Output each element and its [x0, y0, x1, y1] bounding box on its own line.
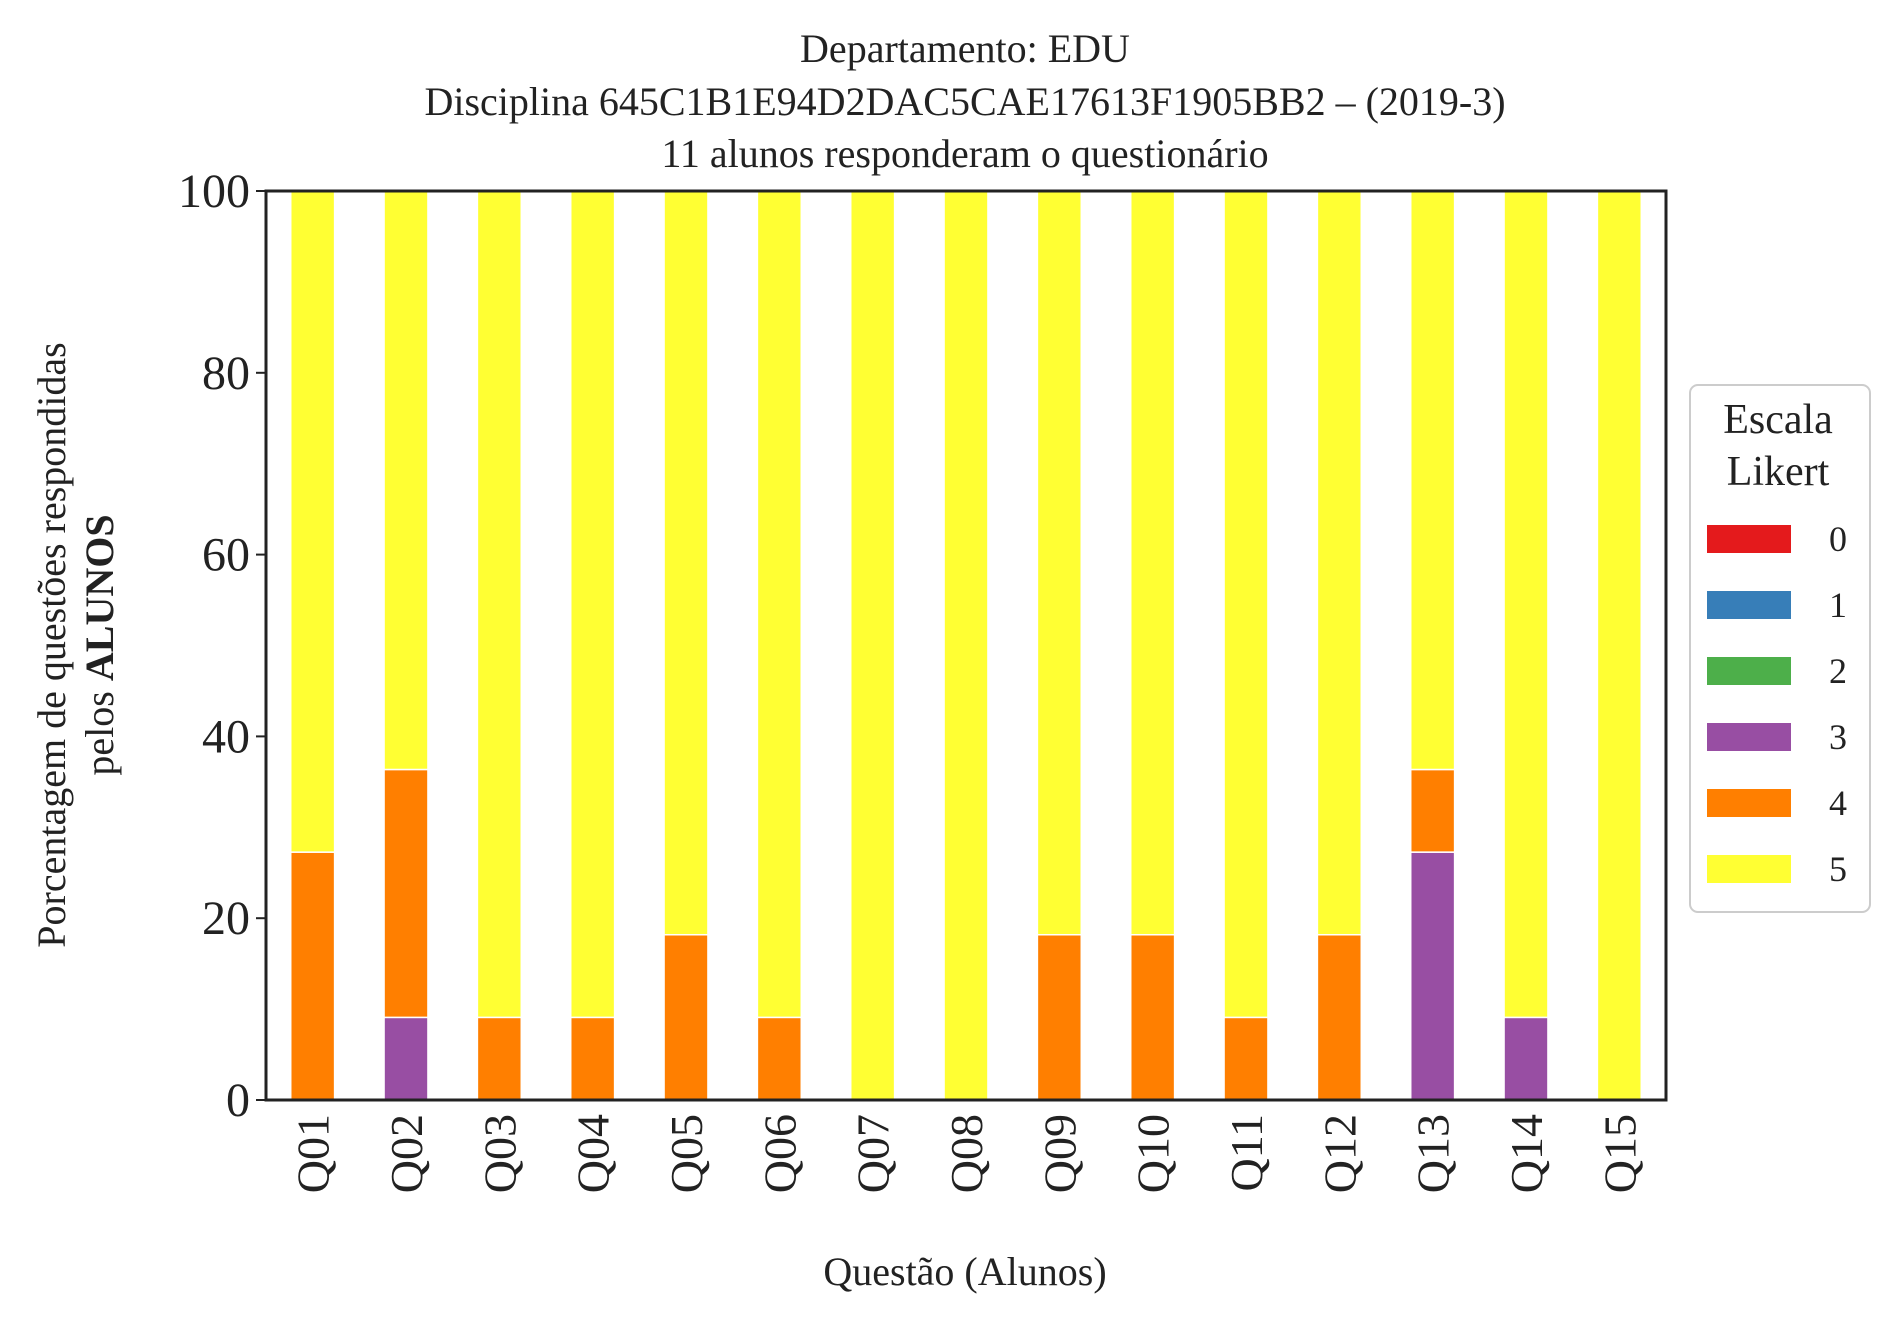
bar-q10-likert-4	[1129, 933, 1176, 1101]
legend-swatch-1	[1707, 591, 1791, 619]
legend-label-2: 2	[1829, 651, 1847, 691]
bar-q07-likert-5	[849, 190, 896, 1101]
y-tick-label: 20	[202, 892, 250, 945]
legend-title-line-2: Likert	[1727, 449, 1830, 495]
bar-q04-likert-5	[569, 190, 616, 1019]
x-tick-label: Q06	[754, 1114, 805, 1193]
y-axis-ticks: 0 20 40 60 80 100	[178, 165, 266, 1127]
bar-q01-likert-4	[289, 851, 336, 1101]
y-tick-label: 100	[178, 165, 250, 218]
bar-q13-likert-3	[1409, 851, 1456, 1101]
bar-q02-likert-3	[383, 1016, 429, 1101]
bar-q09-likert-4	[1036, 933, 1083, 1101]
legend-swatch-2	[1707, 657, 1791, 685]
bar-q05-likert-5	[663, 190, 709, 936]
x-tick-label: Q05	[661, 1114, 712, 1193]
bar-q09-likert-5	[1036, 190, 1083, 936]
bar-q02-likert-4	[383, 768, 429, 1019]
y-tick-label: 40	[202, 710, 250, 763]
bar-q08-likert-5	[943, 190, 989, 1101]
x-tick-label: Q01	[288, 1114, 339, 1193]
y-tick-label: 80	[202, 347, 250, 400]
x-tick-label: Q02	[381, 1114, 432, 1193]
bar-q11-likert-5	[1223, 190, 1269, 1019]
y-axis-label-line-2: pelos ALUNOS	[77, 514, 122, 775]
x-tick-label: Q12	[1314, 1114, 1365, 1193]
bar-q01-likert-5	[289, 190, 336, 853]
bar-q14-likert-5	[1503, 190, 1549, 1019]
chart-title-line-2: Disciplina 645C1B1E94D2DAC5CAE17613F1905…	[424, 79, 1505, 124]
bar-q03-likert-5	[476, 190, 523, 1019]
legend-title-line-1: Escala	[1723, 397, 1833, 443]
x-tick-label: Q04	[568, 1114, 619, 1193]
plot-frame	[264, 189, 1668, 1102]
legend-swatch-5	[1707, 855, 1791, 883]
x-axis-ticks: Q01 Q02 Q03 Q04 Q05 Q06 Q07 Q08 Q09 Q10 Q11 Q12 Q13 Q…	[288, 1114, 1646, 1193]
x-tick-label: Q07	[848, 1114, 899, 1193]
x-tick-label: Q08	[941, 1114, 992, 1193]
legend-label-0: 0	[1829, 519, 1847, 559]
x-tick-label: Q14	[1501, 1114, 1552, 1193]
bar-q02-likert-5	[383, 190, 429, 771]
y-tick-label: 60	[202, 529, 250, 582]
bar-q14-likert-3	[1503, 1016, 1549, 1101]
bar-q15-likert-5	[1596, 190, 1643, 1101]
x-tick-label: Q15	[1594, 1114, 1645, 1193]
bar-q06-likert-4	[756, 1016, 803, 1101]
legend-items: 0 1 2 3 4 5	[1707, 519, 1847, 889]
x-tick-label: Q11	[1221, 1114, 1272, 1192]
legend-swatch-0	[1707, 525, 1791, 553]
x-tick-label: Q09	[1034, 1114, 1085, 1193]
chart-title-line-1: Departamento: EDU	[800, 26, 1130, 71]
bar-q05-likert-4	[663, 933, 709, 1101]
bar-q03-likert-4	[476, 1016, 523, 1101]
legend-label-3: 3	[1829, 717, 1847, 757]
bar-q13-likert-4	[1409, 768, 1456, 853]
legend-swatch-3	[1707, 723, 1791, 751]
legend-swatch-4	[1707, 789, 1791, 817]
y-axis-label-bold: ALUNOS	[77, 514, 122, 681]
x-tick-label: Q03	[474, 1114, 525, 1193]
y-tick-label: 0	[226, 1074, 250, 1127]
bar-q10-likert-5	[1129, 190, 1176, 936]
bar-q13-likert-5	[1409, 190, 1456, 771]
x-tick-label: Q10	[1128, 1114, 1179, 1193]
bar-q12-likert-5	[1316, 190, 1363, 936]
chart-title-line-3: 11 alunos responderam o questionário	[661, 131, 1268, 176]
legend-label-4: 4	[1829, 783, 1847, 823]
bar-q11-likert-4	[1223, 1016, 1269, 1101]
bars-group	[289, 190, 1643, 1101]
bar-q04-likert-4	[569, 1016, 616, 1101]
legend: Escala Likert 0 1 2 3 4 5	[1689, 384, 1871, 913]
legend-box	[1689, 384, 1871, 913]
bar-q06-likert-5	[756, 190, 803, 1019]
bar-q12-likert-4	[1316, 933, 1363, 1101]
y-axis-label-prefix: pelos	[77, 681, 122, 775]
x-tick-label: Q13	[1408, 1114, 1459, 1193]
legend-label-1: 1	[1829, 585, 1847, 625]
y-axis-label-line-1: Porcentagem de questões respondidas	[29, 342, 74, 947]
legend-label-5: 5	[1829, 849, 1847, 889]
x-axis-label: Questão (Alunos)	[823, 1249, 1106, 1294]
